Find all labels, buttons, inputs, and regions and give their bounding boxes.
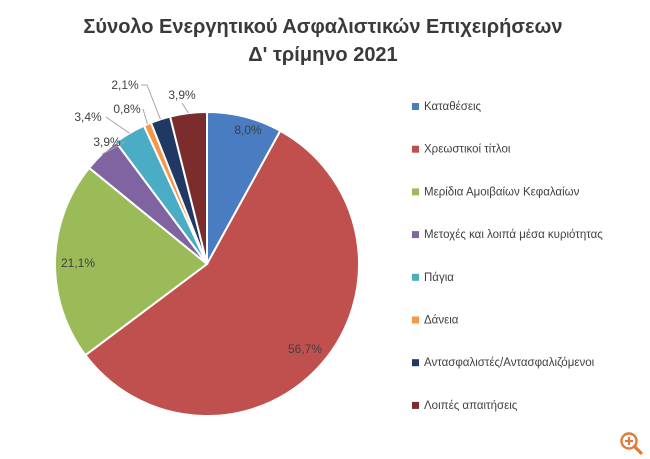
legend-swatch	[412, 188, 419, 196]
leader-line	[105, 116, 130, 134]
data-label: 8,0%	[234, 123, 262, 137]
legend-item-label: Χρεωστικοί τίτλοι	[424, 144, 511, 156]
chart-title-line-2: Δ' τρίμηνο 2021	[248, 44, 397, 66]
chart-title-line-1: Σύνολο Ενεργητικού Ασφαλιστικών Επιχειρή…	[83, 16, 562, 38]
data-labels: 8,0% 56,7% 21,1% 3,9% 3,4% 0,8% 2,1% 3,9%	[61, 78, 322, 356]
data-label: 3,4%	[74, 110, 102, 124]
slice-3	[54, 166, 209, 357]
legend-item-label: Πάγια	[424, 272, 454, 284]
data-label: 2,1%	[111, 78, 139, 92]
legend-item-label: Αντασφαλιστές/Αντασφαλιζόμενοι	[424, 357, 595, 369]
data-label: 0,8%	[113, 102, 141, 116]
data-label: 21,1%	[61, 256, 95, 270]
zoom-in-icon[interactable]	[619, 431, 645, 455]
legend-item-label: Μερίδια Αμοιβαίων Κεφαλαίων	[424, 186, 580, 198]
data-label: 56,7%	[288, 342, 322, 356]
data-label: 3,9%	[168, 88, 196, 102]
legend-item-label: Καταθέσεις	[424, 101, 482, 113]
slice-8	[168, 110, 208, 265]
legend: Καταθέσεις Χρεωστικοί τίτλοι Μερίδια Αμοιβ…	[412, 101, 603, 412]
legend-item-label: Λοιπές απαιτήσεις	[424, 400, 518, 412]
leader-line	[181, 102, 189, 114]
data-label: 3,9%	[93, 135, 121, 149]
legend-swatch	[412, 316, 419, 324]
legend-item-label: Μετοχές και λοιπά μέσα κυριότητας	[424, 229, 603, 241]
slice-2	[83, 129, 360, 417]
legend-item-label: Δάνεια	[424, 315, 459, 327]
legend-swatch	[412, 145, 419, 153]
legend-swatch	[412, 231, 419, 239]
leader-line	[101, 141, 126, 155]
legend-swatch	[412, 103, 419, 110]
leader-line	[142, 108, 148, 125]
leader-lines	[101, 84, 189, 155]
legend-swatch	[412, 359, 419, 367]
pie-slices	[54, 110, 360, 417]
legend-swatch	[412, 401, 419, 409]
legend-swatch	[412, 273, 419, 281]
leader-line	[141, 84, 161, 120]
